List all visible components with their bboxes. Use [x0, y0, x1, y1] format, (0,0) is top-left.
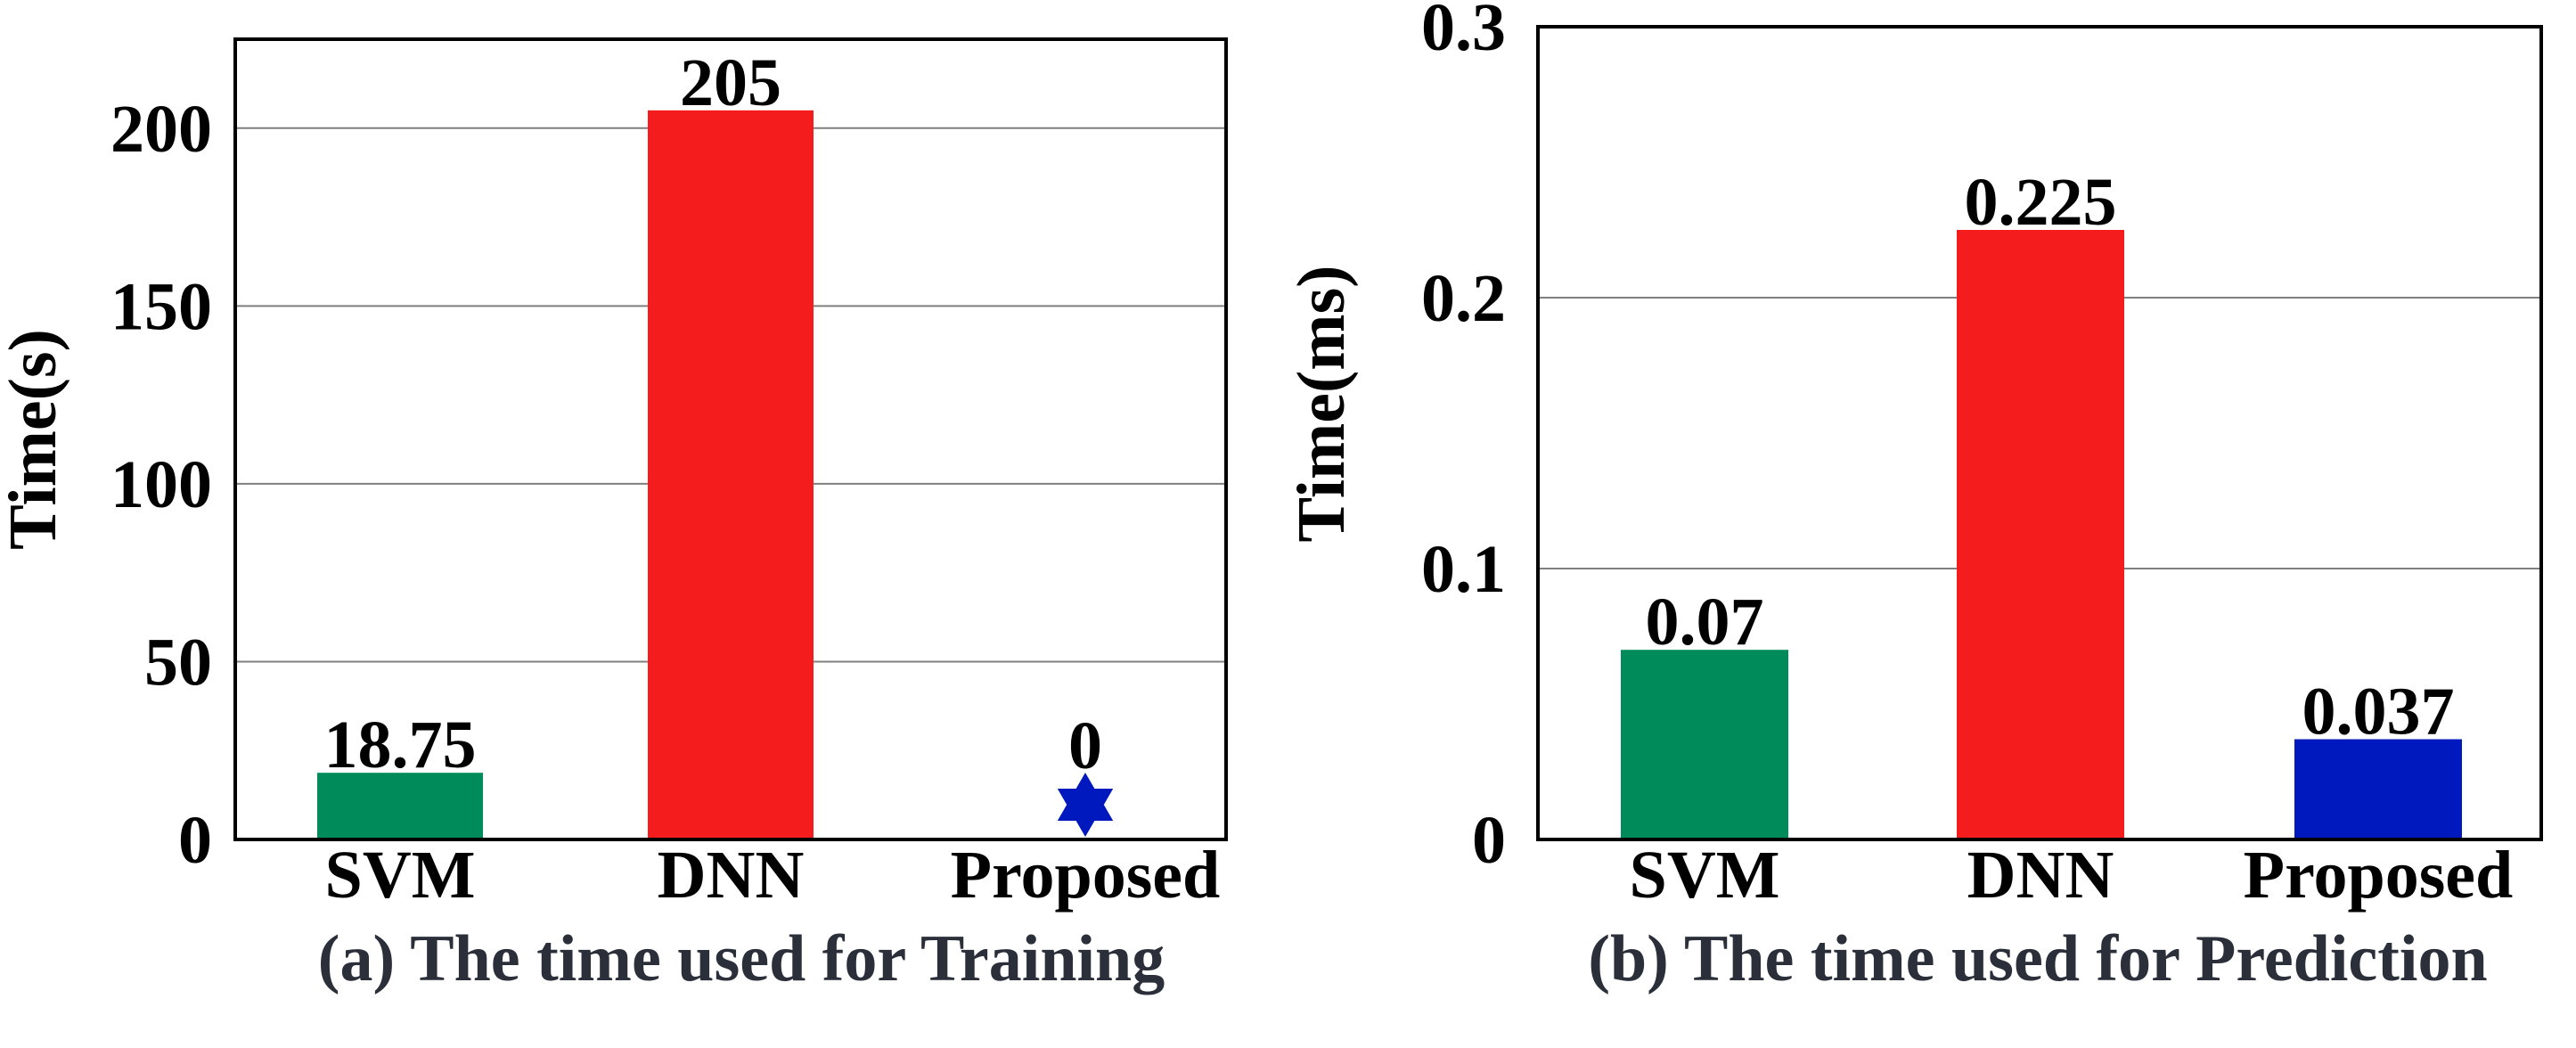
figure-caption: (a) The time used for Training [318, 922, 1165, 995]
data-label: 0.037 [2302, 675, 2455, 749]
x-tick-label: DNN [658, 838, 805, 913]
y-tick-label: 200 [110, 92, 212, 167]
y-tick-label: 150 [110, 269, 212, 344]
y-tick-label: 0.2 [1421, 261, 1506, 336]
data-label: 205 [680, 45, 781, 120]
y-tick-label: 0 [178, 803, 212, 878]
y-tick-label: 100 [110, 447, 212, 522]
data-label: 0.225 [1965, 165, 2117, 240]
plot-frame [233, 37, 1228, 841]
bar-dnn [648, 110, 814, 840]
x-tick-label: SVM [325, 838, 476, 913]
bar-svm [1621, 650, 1788, 839]
y-tick-label: 50 [144, 625, 212, 700]
bar-proposed [2294, 739, 2462, 839]
chart-panel-b: 0.07 0.225 0.037 0 0.1 0.2 0.3 SVM DNN Proposed Ti… [1284, 0, 2543, 995]
x-tick-label: SVM [1630, 838, 1780, 913]
data-label: 18.75 [324, 708, 477, 782]
bar-svm [317, 773, 483, 839]
y-axis-label: Time(ms) [1284, 266, 1359, 543]
star-icon [1057, 773, 1114, 837]
x-tick-label: Proposed [951, 838, 1221, 913]
x-tick-label: Proposed [2244, 838, 2514, 913]
data-label: 0 [1068, 708, 1102, 783]
data-label: 0.07 [1646, 585, 1764, 659]
plot-frame [1536, 25, 2543, 841]
figure-caption: (b) The time used for Prediction [1588, 922, 2487, 995]
y-axis-label: Time(s) [0, 329, 70, 550]
star-triangle [1057, 789, 1114, 837]
chart-panel-a: 18.75 205 0 0 50 100 150 200 SVM DNN Proposed Time(… [0, 37, 1228, 995]
bar-dnn [1957, 230, 2124, 839]
y-tick-label: 0.1 [1421, 532, 1506, 607]
x-tick-label: DNN [1967, 838, 2114, 913]
y-tick-label: 0.3 [1421, 0, 1506, 65]
y-tick-label: 0 [1472, 803, 1506, 878]
